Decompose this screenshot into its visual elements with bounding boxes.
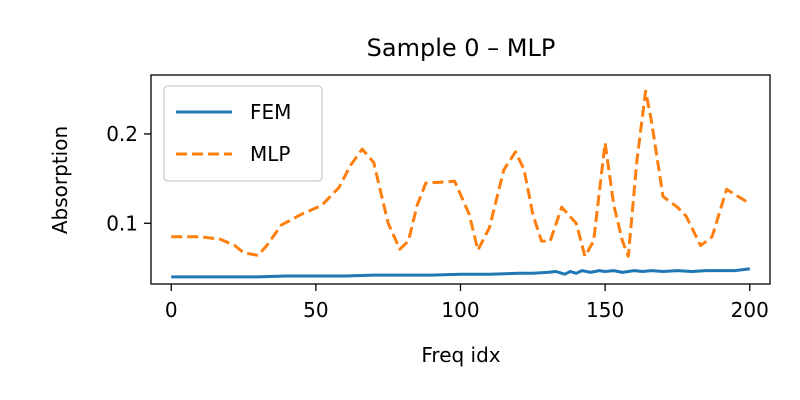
x-tick-label: 0: [165, 298, 178, 322]
x-tick-label: 100: [441, 298, 479, 322]
y-axis-label: Absorption: [48, 126, 72, 234]
chart-title: Sample 0 – MLP: [367, 34, 556, 62]
x-axis: 0 50 100 150 200: [165, 284, 769, 322]
series-line-fem: [171, 267, 750, 279]
legend: FEM MLP: [163, 85, 323, 182]
series-line-mlp: [171, 89, 751, 258]
y-tick-label: 0.2: [106, 122, 138, 146]
legend-box: [163, 85, 323, 182]
legend-label-fem: FEM: [250, 100, 291, 124]
y-tick-label: 0.1: [106, 211, 138, 235]
series-layer: [171, 89, 751, 279]
x-axis-label: Freq idx: [421, 343, 500, 367]
x-tick-label: 200: [731, 298, 769, 322]
x-tick-label: 150: [586, 298, 624, 322]
y-axis: 0.1 0.2: [106, 122, 151, 235]
legend-label-mlp: MLP: [250, 142, 290, 166]
x-tick-label: 50: [303, 298, 328, 322]
